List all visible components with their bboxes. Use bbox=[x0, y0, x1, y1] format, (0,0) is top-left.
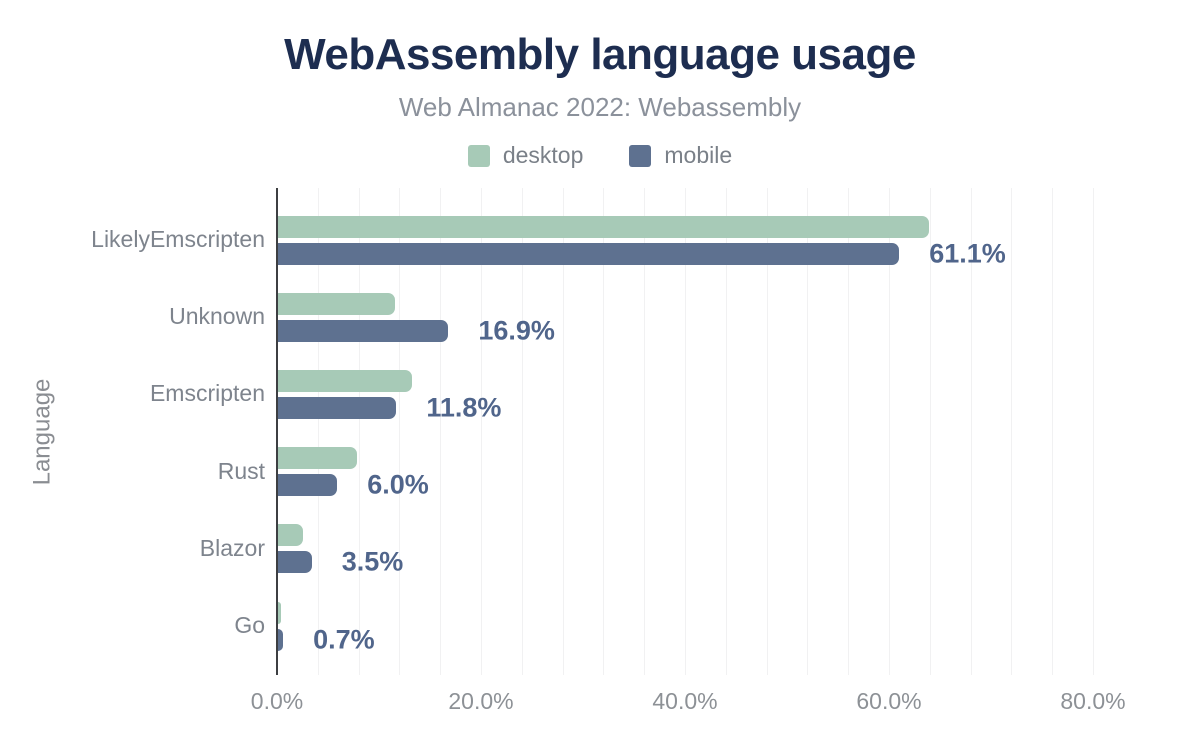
value-label: 6.0% bbox=[367, 469, 429, 500]
bar-mobile-likelyemscripten bbox=[278, 242, 900, 265]
bar-desktop-emscripten bbox=[278, 369, 412, 392]
gridline bbox=[889, 188, 890, 675]
value-label: 11.8% bbox=[426, 392, 502, 423]
legend-label-mobile: mobile bbox=[664, 142, 733, 168]
category-label: Rust bbox=[217, 457, 265, 484]
gridline bbox=[1093, 188, 1094, 675]
bar-mobile-emscripten bbox=[278, 396, 397, 419]
legend-item-mobile: mobile bbox=[629, 142, 732, 169]
bar-desktop-unknown bbox=[278, 292, 396, 315]
chart-title: WebAssembly language usage bbox=[284, 30, 916, 79]
x-axis-baseline bbox=[276, 188, 278, 675]
legend: desktop mobile bbox=[0, 142, 1200, 169]
category-label: Blazor bbox=[199, 534, 265, 561]
x-tick-label: 60.0% bbox=[856, 688, 922, 714]
y-axis-title: Language bbox=[28, 378, 55, 485]
bar-desktop-likelyemscripten bbox=[278, 215, 929, 238]
gridline bbox=[317, 188, 319, 675]
legend-label-desktop: desktop bbox=[502, 142, 584, 168]
gridline bbox=[440, 188, 442, 675]
bar-desktop-blazor bbox=[278, 524, 303, 547]
gridline bbox=[929, 188, 931, 675]
gridline bbox=[603, 188, 605, 675]
gridline bbox=[766, 188, 768, 675]
bar-desktop-rust bbox=[278, 447, 357, 470]
category-label: Emscripten bbox=[149, 380, 265, 407]
value-label: 16.9% bbox=[478, 315, 555, 346]
legend-item-desktop: desktop bbox=[467, 142, 584, 169]
gridline bbox=[399, 188, 401, 675]
category-label: LikelyEmscripten bbox=[91, 226, 265, 252]
bar-mobile-go bbox=[278, 628, 284, 651]
gridline bbox=[807, 188, 809, 675]
gridline bbox=[848, 188, 850, 675]
gridline bbox=[358, 188, 360, 675]
legend-swatch-mobile bbox=[629, 144, 652, 167]
bar-mobile-unknown bbox=[278, 319, 449, 342]
x-tick-label: 80.0% bbox=[1060, 688, 1126, 714]
x-tick-label: 20.0% bbox=[448, 688, 514, 714]
chart-subtitle: Web Almanac 2022: Webassembly bbox=[398, 92, 802, 122]
value-label: 61.1% bbox=[929, 238, 1006, 268]
gridline bbox=[521, 188, 523, 675]
value-label: 3.5% bbox=[341, 546, 404, 577]
gridline bbox=[970, 188, 972, 675]
legend-swatch-desktop bbox=[467, 144, 490, 167]
bar-desktop-go bbox=[278, 601, 282, 624]
x-tick-label: 40.0% bbox=[652, 688, 718, 714]
category-label: Unknown bbox=[169, 303, 265, 330]
gridline bbox=[562, 188, 564, 675]
gridline bbox=[1011, 188, 1013, 675]
gridline bbox=[1052, 188, 1054, 675]
x-tick-label: 0.0% bbox=[250, 688, 304, 714]
category-label: Go bbox=[234, 612, 265, 638]
gridline bbox=[481, 188, 482, 675]
value-label: 0.7% bbox=[313, 624, 375, 654]
gridline bbox=[685, 188, 686, 675]
gridline bbox=[644, 188, 646, 675]
bar-mobile-blazor bbox=[278, 551, 312, 574]
bar-mobile-rust bbox=[278, 474, 338, 497]
gridline bbox=[725, 188, 727, 675]
